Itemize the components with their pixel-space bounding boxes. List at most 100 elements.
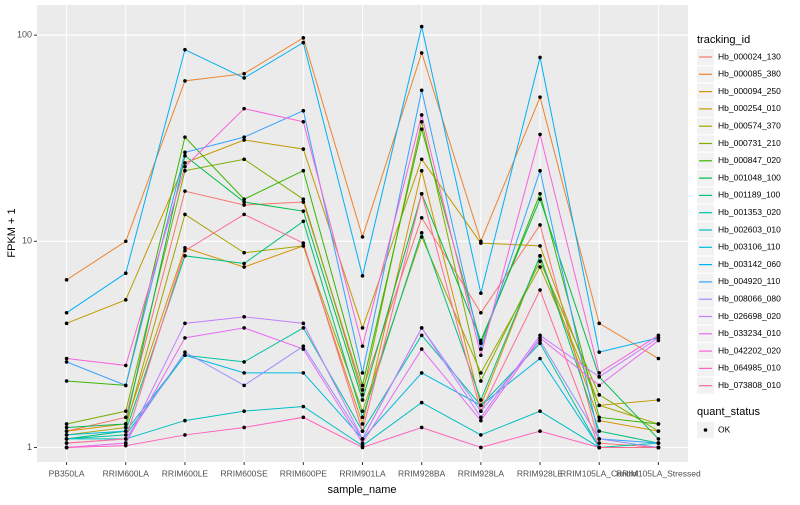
data-point — [301, 108, 306, 113]
data-point — [419, 230, 424, 235]
x-tick-label: RRIM928LE — [517, 468, 564, 478]
data-point — [242, 135, 246, 139]
data-point — [242, 71, 246, 76]
data-point — [123, 422, 128, 426]
data-point — [656, 333, 661, 338]
data-point — [123, 443, 128, 448]
data-point — [419, 235, 424, 239]
data-point — [597, 415, 602, 420]
data-point — [183, 336, 187, 340]
data-point — [242, 360, 246, 364]
data-point — [64, 425, 69, 430]
y-tick-label: 10 — [22, 236, 32, 246]
data-point — [123, 437, 128, 441]
data-point — [479, 379, 483, 383]
data-point — [479, 445, 483, 450]
data-point — [538, 55, 542, 60]
data-point — [656, 422, 661, 426]
data-point — [479, 371, 483, 375]
data-point — [538, 254, 542, 258]
data-point — [479, 418, 483, 423]
data-point — [479, 291, 483, 296]
data-point — [538, 409, 542, 413]
legend-label: Hb_000085_380 — [718, 69, 781, 79]
data-point — [242, 157, 246, 162]
data-point — [479, 338, 483, 343]
legend-label: Hb_073808_010 — [718, 380, 781, 390]
data-point — [360, 422, 365, 426]
legend-label: Hb_026698_020 — [718, 311, 781, 321]
data-point — [360, 371, 365, 375]
data-point — [183, 189, 187, 193]
data-point — [597, 383, 602, 388]
data-point — [419, 24, 424, 29]
x-axis-title: sample_name — [327, 484, 396, 496]
legend-label: Hb_001353_020 — [718, 207, 781, 217]
data-point — [123, 441, 128, 445]
data-point — [301, 36, 306, 40]
x-tick-label: RRIM928LA — [458, 468, 505, 478]
data-point — [183, 248, 187, 253]
data-point — [183, 433, 187, 437]
data-point — [538, 132, 542, 137]
data-point — [242, 371, 246, 375]
data-point — [301, 344, 306, 348]
data-point — [538, 265, 542, 269]
legend-label: Hb_000024_130 — [718, 51, 781, 61]
data-point — [242, 326, 246, 330]
data-point — [301, 371, 306, 375]
data-point — [419, 371, 424, 375]
x-tick-label: RRIM105LA_Control — [560, 468, 639, 478]
data-point — [360, 398, 365, 402]
legend-label: Hb_000731_210 — [718, 138, 781, 148]
data-point — [360, 344, 365, 348]
data-point — [538, 244, 542, 248]
data-point — [360, 409, 365, 413]
legend-label: OK — [718, 424, 731, 434]
data-point — [183, 353, 187, 358]
legend-label: Hb_001189_100 — [718, 190, 781, 200]
data-point — [301, 404, 306, 409]
data-point — [479, 241, 483, 245]
data-point — [656, 338, 661, 343]
data-point — [597, 375, 602, 379]
data-point — [597, 445, 602, 450]
data-point — [242, 261, 246, 266]
data-point — [360, 393, 365, 397]
y-axis-title: FPKM + 1 — [6, 208, 18, 257]
data-point — [242, 315, 246, 319]
data-point — [419, 157, 424, 162]
data-point — [656, 441, 661, 445]
data-point — [123, 271, 128, 276]
data-point — [360, 235, 365, 239]
data-point — [538, 288, 542, 292]
data-point — [538, 197, 542, 202]
data-point — [64, 429, 69, 433]
data-point — [64, 360, 69, 364]
data-point — [656, 356, 661, 361]
data-point — [301, 415, 306, 420]
data-point — [301, 244, 306, 248]
data-point — [419, 326, 424, 330]
data-point — [597, 429, 602, 433]
data-point — [360, 445, 365, 450]
data-point — [64, 356, 69, 361]
data-point — [301, 119, 306, 124]
data-point — [538, 356, 542, 361]
data-point — [242, 203, 246, 207]
data-point — [301, 197, 306, 202]
legend-label: Hb_042202_020 — [718, 345, 781, 355]
data-point — [183, 47, 187, 52]
data-point — [538, 223, 542, 227]
data-point — [479, 415, 483, 420]
data-point — [183, 168, 187, 173]
x-tick-label: RRIM600PE — [280, 468, 328, 478]
data-point — [360, 274, 365, 278]
legend-label: Hb_002603_010 — [718, 224, 781, 234]
data-point — [64, 445, 69, 450]
data-point — [183, 135, 187, 139]
data-point — [183, 321, 187, 326]
data-point — [301, 347, 306, 351]
data-point — [419, 127, 424, 131]
